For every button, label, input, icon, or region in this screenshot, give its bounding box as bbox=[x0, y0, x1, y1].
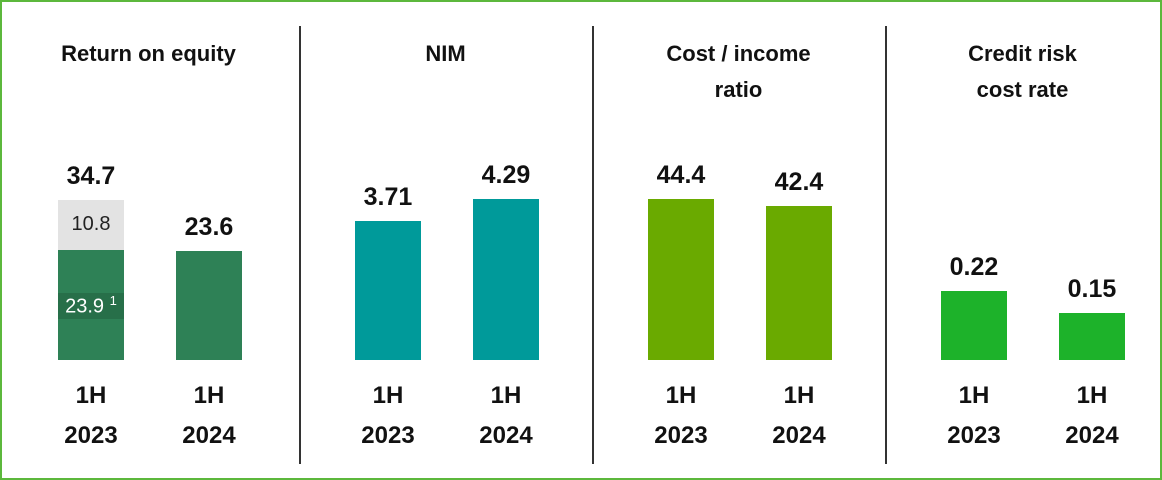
total-label: 34.7 bbox=[66, 162, 116, 191]
panel-title: Credit risk cost rate bbox=[968, 41, 1077, 102]
value-label: 3.71 bbox=[363, 182, 413, 211]
panel: Credit risk cost rate 1H 2023 0.22 1H 2024 0… bbox=[885, 2, 1160, 478]
x-tick-label: 1H 2024 bbox=[479, 382, 533, 449]
segment-value: 23.9 bbox=[65, 295, 105, 318]
panel-title: Cost / income ratio bbox=[666, 41, 811, 102]
panel: NIM 1H 2023 3.71 1H 2024 4.29 bbox=[299, 2, 592, 478]
value-label: 42.4 bbox=[774, 168, 824, 197]
divider bbox=[299, 26, 301, 464]
value-label: 44.4 bbox=[656, 161, 706, 190]
x-tick-label: 1H 2024 bbox=[182, 382, 236, 449]
segment-label: 23.9 1 bbox=[58, 293, 124, 319]
x-tick-label: 1H 2023 bbox=[64, 382, 118, 449]
x-tick-label: 1H 2023 bbox=[947, 382, 1001, 449]
bar bbox=[648, 199, 714, 360]
bar bbox=[941, 291, 1007, 360]
segment-label: 10.8 bbox=[58, 213, 124, 236]
total-label: 23.6 bbox=[184, 213, 234, 242]
x-tick-label: 1H 2024 bbox=[1065, 382, 1119, 449]
x-tick-label: 1H 2024 bbox=[772, 382, 826, 449]
value-label: 0.22 bbox=[949, 253, 999, 282]
bar bbox=[176, 251, 242, 360]
panel: Cost / income ratio 1H 2023 44.4 1H 2024 42.… bbox=[592, 2, 885, 478]
bar bbox=[355, 220, 421, 360]
divider bbox=[592, 26, 594, 464]
x-tick-label: 1H 2023 bbox=[361, 382, 415, 449]
value-label: 4.29 bbox=[481, 161, 531, 190]
x-tick-label: 1H 2023 bbox=[654, 382, 708, 449]
bar bbox=[58, 200, 124, 251]
segment-value: 10.8 bbox=[71, 213, 111, 236]
footnote-mark: 1 bbox=[109, 293, 117, 309]
panel-title: Return on equity bbox=[61, 41, 236, 66]
bar bbox=[766, 206, 832, 360]
bar bbox=[1059, 313, 1125, 360]
panel: Return on equity 1H 2023 23.9 1 10.8 34.7 1H … bbox=[2, 2, 299, 478]
panel-title: NIM bbox=[425, 41, 466, 66]
value-label: 0.15 bbox=[1067, 275, 1117, 304]
bar bbox=[473, 199, 539, 360]
divider bbox=[885, 26, 887, 464]
